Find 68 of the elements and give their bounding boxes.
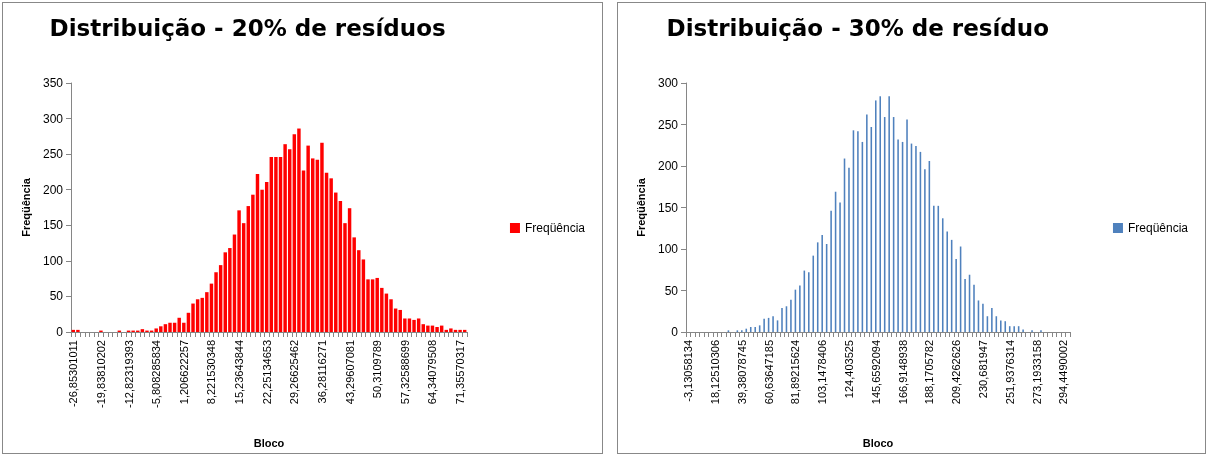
x-tick-label: 18,12510306	[709, 340, 722, 405]
y-tick-label: 50	[49, 289, 64, 304]
y-tick-label: 50	[664, 283, 679, 298]
x-tick-label: -12,82319393	[122, 340, 135, 408]
x-tick-label: -5,808285834	[150, 340, 163, 408]
y-axis-title: Freqüência	[19, 177, 32, 237]
x-tick-label: -19,83810202	[94, 340, 107, 408]
x-tick-label: 251,9376314	[1003, 340, 1016, 405]
x-tick-label: 1,206622257	[177, 340, 190, 405]
legend-label: Freqüência	[524, 221, 586, 235]
x-tick-label: 60,63647185	[762, 340, 775, 405]
x-tick-label: 230,681947	[976, 340, 989, 399]
chart-title: Distribuição - 20% de resíduos	[49, 14, 446, 41]
bar	[458, 329, 462, 332]
x-tick-label: 273,1933158	[1030, 340, 1043, 405]
x-tick-label: 22,25134653	[260, 340, 273, 405]
bar	[426, 325, 430, 332]
x-tick-label: 145,6592094	[869, 340, 882, 405]
y-tick-label: 200	[42, 182, 64, 197]
x-axis-title: Bloco	[862, 436, 894, 449]
bar	[140, 329, 145, 332]
y-tick-label: 300	[657, 76, 679, 90]
x-tick-label: 209,4262626	[950, 340, 963, 405]
y-axis-title: Freqüência	[634, 177, 647, 237]
x-tick-label: 188,1705782	[923, 340, 936, 405]
x-tick-label: 71,35570317	[454, 340, 467, 405]
bar	[412, 319, 416, 332]
x-tick-label: 36,28116271	[315, 340, 328, 404]
bar	[274, 156, 278, 332]
x-tick-label: 103,1478406	[816, 340, 829, 405]
x-tick-label: 166,9148938	[896, 340, 909, 405]
x-tick-label: 81,89215624	[789, 340, 802, 405]
legend-label: Freqüência	[1127, 221, 1189, 235]
bar	[191, 303, 195, 332]
bar	[297, 128, 301, 332]
y-tick-label: 0	[56, 325, 64, 339]
y-tick-label: 100	[657, 242, 679, 256]
y-tick-label: 0	[671, 325, 679, 339]
x-tick-label: -26,85301011	[67, 340, 80, 408]
x-tick-label: 294,4490002	[1057, 340, 1070, 405]
bar	[76, 329, 80, 332]
x-tick-label: 39,38078745	[735, 340, 748, 405]
x-tick-label: 57,32588699	[398, 340, 411, 405]
bar	[306, 145, 310, 332]
y-tick-label: 100	[42, 253, 64, 268]
y-tick-label: 350	[42, 76, 64, 90]
x-axis-title: Bloco	[253, 436, 285, 449]
x-tick-label: 64,34079508	[426, 340, 439, 405]
y-tick-label: 150	[657, 200, 679, 215]
x-tick-label: 15,23643844	[233, 340, 246, 405]
bar	[435, 327, 439, 332]
bar	[283, 144, 287, 332]
x-tick-label: 8,221530348	[205, 340, 218, 405]
y-tick-label: 150	[42, 218, 64, 233]
bar	[320, 142, 324, 332]
bar	[449, 328, 453, 332]
x-tick-label: 43,29607081	[343, 340, 356, 405]
x-tick-label: 50,3109789	[371, 340, 384, 399]
y-tick-label: 250	[657, 117, 679, 132]
x-tick-label: 29,26625462	[288, 340, 301, 405]
chart-title: Distribuição - 30% de resíduo	[666, 14, 1050, 41]
y-tick-label: 250	[42, 147, 64, 162]
y-tick-label: 300	[42, 111, 64, 126]
bar	[237, 210, 241, 332]
x-tick-label: -3,13058134	[682, 340, 695, 402]
bar	[168, 322, 172, 332]
y-tick-label: 200	[657, 159, 679, 173]
x-tick-label: 124,403525	[842, 340, 855, 399]
